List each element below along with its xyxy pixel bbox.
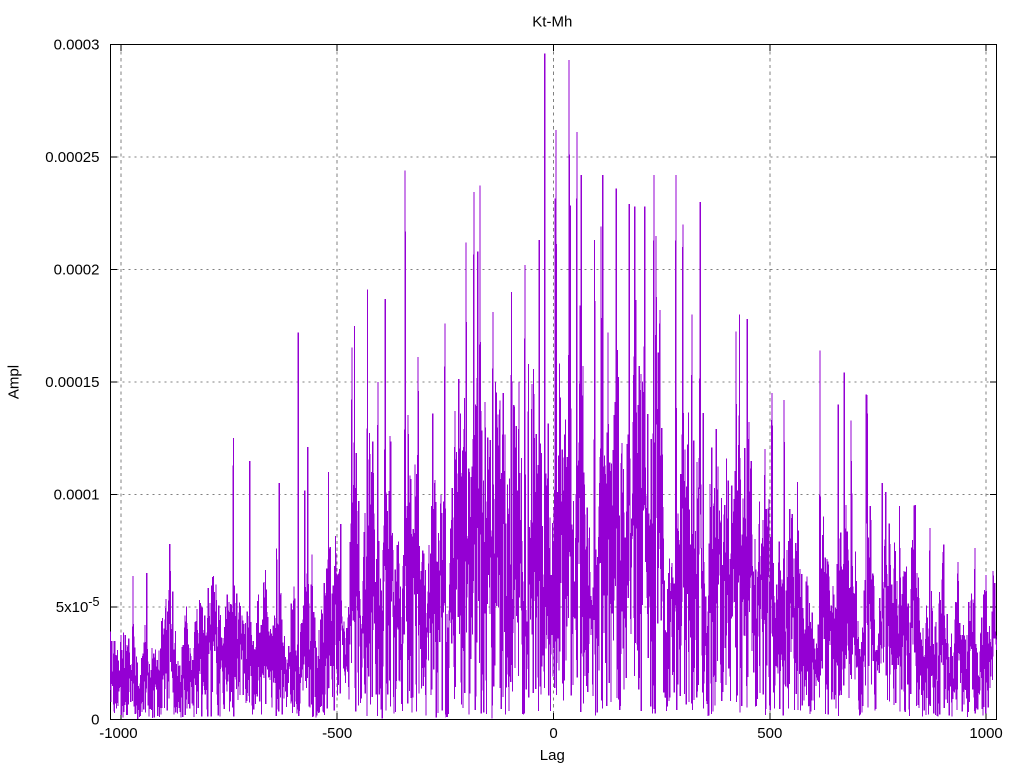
svg-text:Kt-Mh: Kt-Mh — [532, 13, 572, 30]
svg-text:0.00025: 0.00025 — [45, 149, 99, 166]
svg-text:0: 0 — [549, 725, 557, 742]
svg-text:0.00015: 0.00015 — [45, 374, 99, 391]
svg-text:Ampl: Ampl — [6, 365, 23, 399]
svg-text:0.0003: 0.0003 — [54, 37, 100, 54]
svg-text:-1000: -1000 — [99, 725, 137, 742]
svg-text:500: 500 — [757, 725, 782, 742]
svg-text:0.0001: 0.0001 — [54, 487, 100, 504]
svg-text:-500: -500 — [322, 725, 352, 742]
svg-text:0: 0 — [91, 712, 99, 729]
svg-text:Lag: Lag — [540, 747, 565, 764]
svg-text:1000: 1000 — [969, 725, 1002, 742]
svg-text:0.0002: 0.0002 — [54, 262, 100, 279]
